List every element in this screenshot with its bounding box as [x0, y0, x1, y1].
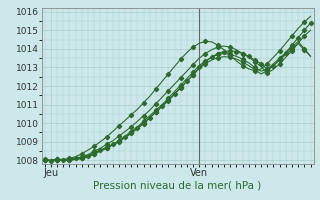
X-axis label: Pression niveau de la mer( hPa ): Pression niveau de la mer( hPa )	[93, 181, 262, 191]
